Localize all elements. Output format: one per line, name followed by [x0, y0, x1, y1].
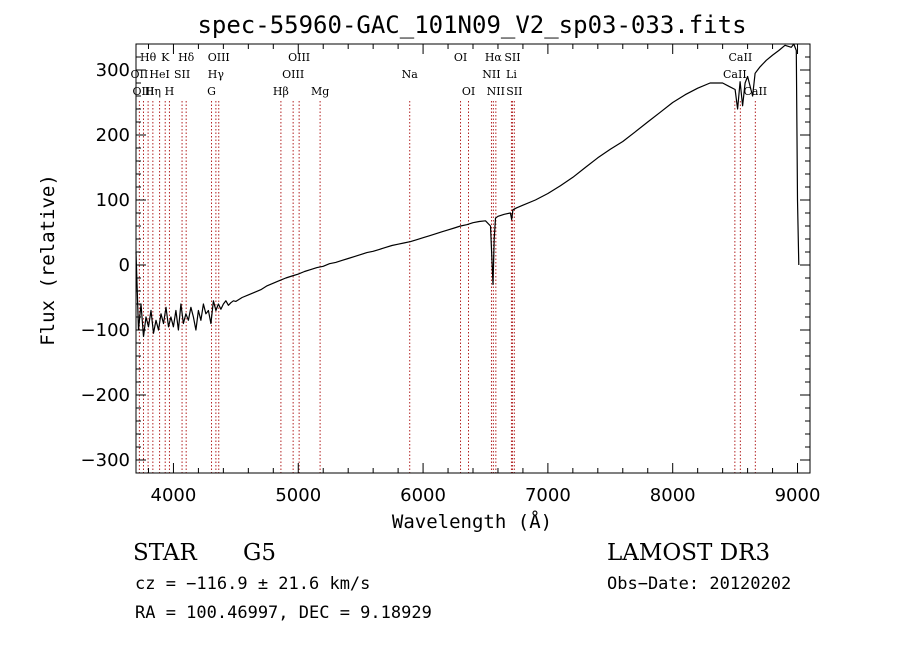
y-axis-label: Flux (relative): [37, 174, 59, 346]
line-label-8: CaII: [729, 51, 753, 64]
y-tick-label-2: −100: [81, 320, 130, 341]
line-label-11: SII: [174, 68, 190, 81]
line-label-15: NII: [482, 68, 500, 81]
line-label-27: CaII: [743, 85, 767, 98]
line-label-21: G: [207, 85, 216, 98]
y-tick-label-6: 300: [96, 60, 130, 81]
spectrum-line: [135, 43, 800, 338]
y-tick-label-4: 100: [96, 190, 130, 211]
y-tick-label-5: 200: [96, 125, 130, 146]
line-label-14: Na: [402, 68, 419, 81]
line-label-26: SII: [506, 85, 522, 98]
line-label-0: Hθ: [140, 51, 157, 64]
subclass-label: G5: [243, 540, 277, 566]
line-label-5: OI: [454, 51, 467, 64]
line-label-12: Hγ: [208, 68, 225, 81]
line-label-25: NII: [487, 85, 505, 98]
line-label-10: HeI: [149, 68, 169, 81]
line-label-1: K: [161, 51, 170, 64]
line-label-2: Hδ: [178, 51, 195, 64]
y-axis: −300 −200 −100 0 100 200 300: [81, 56, 810, 471]
x-tick-label-5: 9000: [775, 485, 821, 506]
y-tick-label-3: 0: [119, 255, 130, 276]
y-tick-label-1: −200: [81, 385, 130, 406]
plot-frame: [135, 43, 811, 474]
redshift-label: cz = −116.9 ± 21.6 km/s: [135, 574, 371, 594]
y-tick-label-0: −300: [81, 450, 130, 471]
line-label-7: SII: [504, 51, 520, 64]
survey-label: LAMOST DR3: [607, 540, 771, 566]
line-label-19: Hη: [145, 85, 161, 98]
spectral-line-markers: [138, 101, 756, 473]
object-class-label: STAR: [133, 540, 197, 566]
line-label-4: OIII: [288, 51, 310, 64]
line-label-16: Li: [506, 68, 517, 81]
spectrum-chart: spec-55960-GAC_101N09_V2_sp03-033.fits H…: [37, 11, 821, 533]
x-axis: 4000 5000 6000 7000 8000 9000: [147, 44, 821, 506]
line-label-6: Hα: [485, 51, 503, 64]
line-label-17: CaII: [723, 68, 747, 81]
line-label-20: H: [165, 85, 175, 98]
coordinates-label: RA = 100.46997, DEC = 9.18929: [135, 603, 432, 623]
x-tick-label-0: 4000: [151, 485, 197, 506]
line-label-3: OIII: [208, 51, 230, 64]
line-label-13: OIII: [282, 68, 304, 81]
x-tick-label-4: 8000: [650, 485, 696, 506]
x-axis-label: Wavelength (Å): [392, 510, 552, 533]
line-label-9: OII: [131, 68, 149, 81]
chart-title: spec-55960-GAC_101N09_V2_sp03-033.fits: [197, 11, 746, 39]
line-label-24: OI: [462, 85, 475, 98]
x-tick-label-2: 6000: [400, 485, 446, 506]
x-tick-label-3: 7000: [525, 485, 571, 506]
line-label-23: Mg: [311, 85, 329, 98]
line-label-18: OIII: [132, 85, 154, 98]
line-label-22: Hβ: [273, 85, 289, 98]
obs-date-label: Obs−Date: 20120202: [607, 574, 792, 594]
x-tick-label-1: 5000: [275, 485, 321, 506]
